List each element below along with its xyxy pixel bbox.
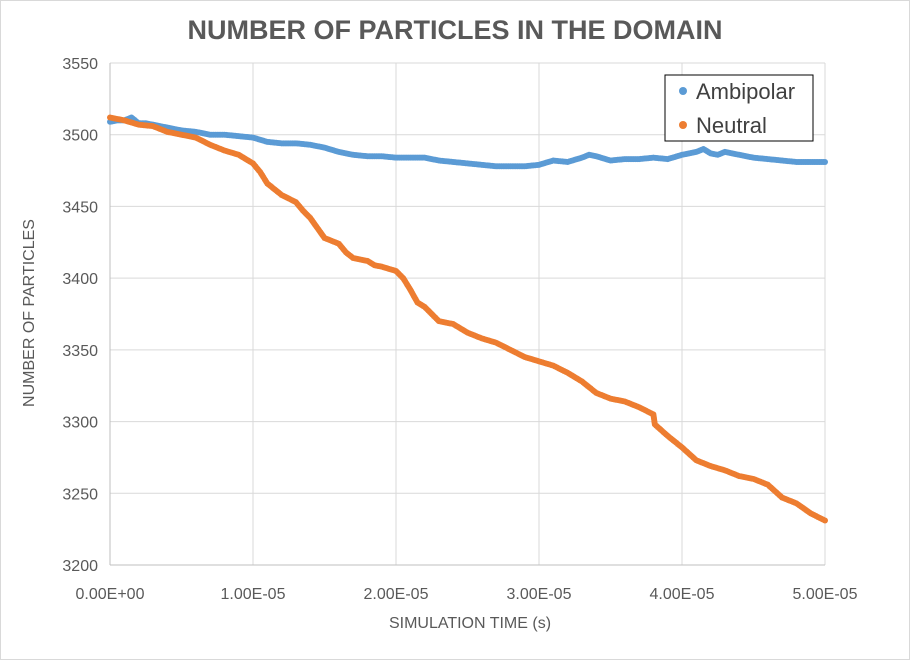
- x-tick-label: 2.00E-05: [364, 586, 429, 603]
- chart-title: NUMBER OF PARTICLES IN THE DOMAIN: [188, 15, 723, 45]
- x-tick-label: 0.00E+00: [76, 586, 145, 603]
- legend-marker-neutral: [679, 121, 687, 129]
- x-axis-title: SIMULATION TIME (s): [389, 615, 551, 632]
- y-tick-label: 3400: [62, 271, 98, 288]
- legend-marker-ambipolar: [679, 87, 687, 95]
- x-tick-label: 3.00E-05: [507, 586, 572, 603]
- y-axis-title: NUMBER OF PARTICLES: [21, 219, 38, 407]
- y-tick-label: 3200: [62, 558, 98, 575]
- data-series: [107, 114, 828, 524]
- y-axis-ticks: 3200 3250 3300 3350 3400 3450 3500 3550: [62, 56, 98, 575]
- x-axis-ticks: 0.00E+00 1.00E-05 2.00E-05 3.00E-05 4.00E-05…: [76, 586, 858, 603]
- legend-box: [664, 74, 814, 142]
- ambipolar-data-point: [822, 158, 828, 165]
- y-tick-label: 3300: [62, 415, 98, 432]
- neutral-data-point: [822, 517, 828, 524]
- y-tick-label: 3550: [62, 56, 98, 73]
- y-tick-label: 3500: [62, 128, 98, 145]
- series-ambipolar: [107, 114, 828, 170]
- series-neutral: [107, 114, 828, 524]
- y-tick-label: 3450: [62, 199, 98, 216]
- y-tick-label: 3350: [62, 343, 98, 360]
- x-tick-label: 4.00E-05: [650, 586, 715, 603]
- legend-label-neutral: Neutral: [696, 113, 767, 138]
- y-tick-label: 3250: [62, 486, 98, 503]
- x-tick-label: 5.00E-05: [793, 586, 858, 603]
- x-tick-label: 1.00E-05: [221, 586, 286, 603]
- legend: Ambipolar Neutral: [664, 74, 814, 142]
- axes: [109, 63, 825, 566]
- legend-label-ambipolar: Ambipolar: [696, 79, 795, 104]
